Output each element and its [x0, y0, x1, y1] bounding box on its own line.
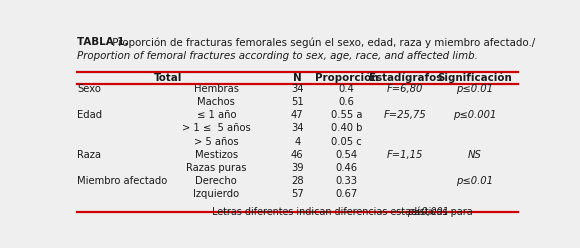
Text: 39: 39	[291, 163, 303, 173]
Text: p≤0.01: p≤0.01	[456, 84, 494, 94]
Text: Proportion of femoral fractures according to sex, age, race, and affected limb.: Proportion of femoral fractures accordin…	[77, 51, 478, 61]
Text: N: N	[293, 73, 302, 83]
Text: F=25,75: F=25,75	[384, 110, 426, 120]
Text: Total: Total	[154, 73, 182, 83]
Text: Miembro afectado: Miembro afectado	[77, 176, 167, 186]
Text: Sexo: Sexo	[77, 84, 101, 94]
Text: ≤ 1 año: ≤ 1 año	[197, 110, 236, 120]
Text: 0.46: 0.46	[336, 163, 358, 173]
Text: Letras diferentes indican diferencias estadísticas para: Letras diferentes indican diferencias es…	[212, 206, 476, 217]
Text: 57: 57	[291, 189, 303, 199]
Text: 51: 51	[291, 97, 303, 107]
Text: 0.4: 0.4	[339, 84, 354, 94]
Text: 4: 4	[294, 137, 300, 147]
Text: Mestizos: Mestizos	[195, 150, 238, 160]
Text: Significación: Significación	[437, 73, 512, 83]
Text: > 5 años: > 5 años	[194, 137, 238, 147]
Text: 46: 46	[291, 150, 303, 160]
Text: Machos: Machos	[197, 97, 235, 107]
Text: 34: 34	[291, 84, 303, 94]
Text: > 1 ≤  5 años: > 1 ≤ 5 años	[182, 124, 251, 133]
Text: Edad: Edad	[77, 110, 102, 120]
Text: 0.05 c: 0.05 c	[331, 137, 362, 147]
Text: p≤0.01: p≤0.01	[456, 176, 494, 186]
Text: p≤0.001: p≤0.001	[453, 110, 496, 120]
Text: NS: NS	[468, 150, 482, 160]
Text: 0.55 a: 0.55 a	[331, 110, 362, 120]
Text: 0.67: 0.67	[336, 189, 358, 199]
Text: p≤0,001: p≤0,001	[407, 207, 449, 217]
Text: Izquierdo: Izquierdo	[193, 189, 240, 199]
Text: Hembras: Hembras	[194, 84, 239, 94]
Text: Estadígrafos: Estadígrafos	[368, 73, 442, 83]
Text: 0.40 b: 0.40 b	[331, 124, 362, 133]
Text: Proporción: Proporción	[315, 73, 378, 83]
Text: F=1,15: F=1,15	[387, 150, 423, 160]
Text: 0.54: 0.54	[336, 150, 358, 160]
Text: TABLA 1.: TABLA 1.	[77, 37, 128, 47]
Text: Razas puras: Razas puras	[186, 163, 246, 173]
Text: 0.6: 0.6	[339, 97, 354, 107]
Text: 47: 47	[291, 110, 303, 120]
Text: Raza: Raza	[77, 150, 101, 160]
Text: 28: 28	[291, 176, 303, 186]
Text: F=6,80: F=6,80	[387, 84, 423, 94]
Text: Derecho: Derecho	[195, 176, 237, 186]
Text: Proporción de fracturas femorales según el sexo, edad, raza y miembro afectado./: Proporción de fracturas femorales según …	[110, 37, 535, 48]
Text: 0.33: 0.33	[336, 176, 358, 186]
Text: 34: 34	[291, 124, 303, 133]
